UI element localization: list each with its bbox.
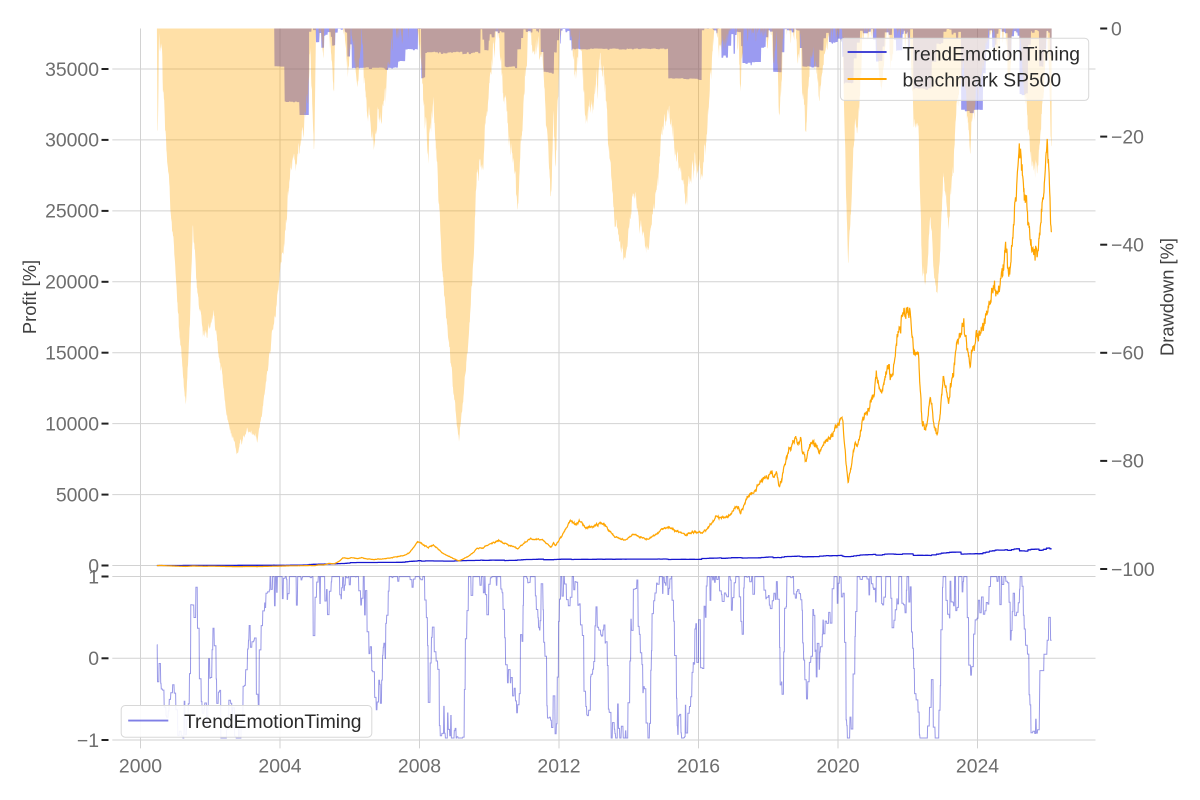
svg-text:−60: −60 (1111, 343, 1144, 365)
svg-text:5000: 5000 (56, 484, 99, 506)
svg-text:2012: 2012 (537, 756, 580, 778)
svg-text:−80: −80 (1111, 451, 1144, 473)
svg-text:2020: 2020 (816, 756, 859, 778)
svg-text:TrendEmotionTiming: TrendEmotionTiming (903, 44, 1081, 65)
svg-text:−40: −40 (1111, 235, 1144, 257)
svg-text:benchmark SP500: benchmark SP500 (903, 71, 1062, 92)
svg-text:20000: 20000 (45, 272, 99, 294)
svg-text:1: 1 (88, 566, 99, 588)
svg-text:35000: 35000 (45, 59, 99, 81)
svg-text:−100: −100 (1111, 559, 1155, 581)
svg-text:0: 0 (88, 555, 99, 577)
svg-text:10000: 10000 (45, 413, 99, 435)
svg-text:2000: 2000 (119, 756, 162, 778)
svg-text:0: 0 (1111, 18, 1122, 40)
svg-text:Profit [%]: Profit [%] (19, 260, 40, 334)
svg-text:2024: 2024 (956, 756, 999, 778)
svg-text:Drawdown [%]: Drawdown [%] (1157, 238, 1178, 356)
svg-text:−1: −1 (77, 730, 99, 752)
svg-text:25000: 25000 (45, 201, 99, 223)
svg-text:0: 0 (88, 648, 99, 670)
svg-text:15000: 15000 (45, 343, 99, 365)
svg-text:TrendEmotionTiming: TrendEmotionTiming (184, 712, 362, 733)
svg-text:2008: 2008 (398, 756, 441, 778)
svg-text:30000: 30000 (45, 130, 99, 152)
svg-text:2004: 2004 (258, 756, 301, 778)
svg-text:−20: −20 (1111, 126, 1144, 148)
svg-text:2016: 2016 (677, 756, 720, 778)
